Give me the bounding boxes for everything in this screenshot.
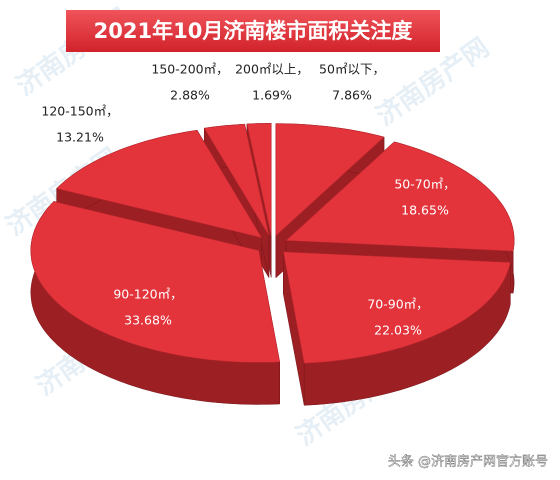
category-label: 50-70㎡， (394, 177, 455, 192)
category-label: 200㎡以上， (235, 62, 309, 77)
slice (203, 123, 270, 236)
category-label: 150-200㎡， (151, 62, 228, 77)
value-label: 13.21% (56, 130, 104, 145)
slice (282, 251, 511, 364)
slice (275, 123, 385, 237)
value-label: 7.86% (332, 88, 372, 103)
labels: 50㎡以下， 7.86% 50-70㎡， 18.65% 70-90㎡， 22.03% 90-… (41, 62, 455, 338)
value-label: 2.88% (170, 88, 210, 103)
value-label: 1.69% (252, 88, 292, 103)
slice (30, 201, 281, 363)
category-label: 120-150㎡， (41, 104, 118, 119)
category-label: 90-120㎡， (113, 287, 182, 302)
title-banner (66, 10, 440, 52)
value-label: 22.03% (374, 323, 422, 338)
category-label: 50㎡以下， (319, 62, 385, 77)
category-label: 70-90㎡， (367, 297, 428, 312)
value-label: 33.68% (124, 313, 172, 328)
slice (285, 141, 515, 252)
pie (30, 123, 515, 406)
footer: 头条 @济南房产网官方账号 (388, 454, 548, 470)
chart-title: 2021年10月济南楼市面积关注度 (94, 19, 413, 43)
slice (246, 123, 272, 236)
value-label: 18.65% (401, 203, 449, 218)
slice (56, 129, 263, 239)
